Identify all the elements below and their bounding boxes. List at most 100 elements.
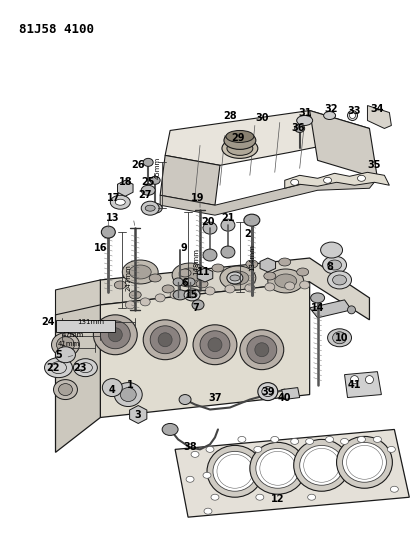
Text: 12: 12 — [271, 494, 285, 504]
Text: 25: 25 — [141, 177, 155, 187]
Ellipse shape — [221, 219, 235, 231]
Ellipse shape — [256, 448, 300, 488]
Ellipse shape — [45, 358, 72, 377]
Ellipse shape — [173, 290, 187, 300]
Ellipse shape — [220, 266, 256, 290]
Ellipse shape — [311, 293, 325, 303]
Text: 22: 22 — [46, 362, 59, 373]
Ellipse shape — [52, 333, 79, 357]
Ellipse shape — [240, 330, 284, 370]
Polygon shape — [55, 280, 100, 453]
Ellipse shape — [206, 447, 214, 453]
Ellipse shape — [337, 437, 392, 488]
Ellipse shape — [255, 343, 269, 357]
Ellipse shape — [227, 141, 253, 156]
Ellipse shape — [179, 268, 201, 282]
Ellipse shape — [196, 280, 208, 288]
Ellipse shape — [114, 383, 142, 407]
Text: 36: 36 — [291, 124, 304, 133]
Ellipse shape — [203, 222, 217, 234]
Ellipse shape — [300, 446, 344, 485]
Ellipse shape — [186, 477, 194, 482]
Text: 81J58 4100: 81J58 4100 — [19, 23, 94, 36]
Ellipse shape — [204, 508, 212, 514]
Text: 131mm: 131mm — [77, 319, 104, 325]
Text: 9: 9 — [181, 243, 188, 253]
Text: 27: 27 — [138, 190, 152, 200]
Text: 18: 18 — [119, 177, 132, 187]
Ellipse shape — [265, 283, 275, 291]
Ellipse shape — [324, 177, 332, 183]
Ellipse shape — [179, 394, 191, 405]
Ellipse shape — [254, 447, 262, 453]
Text: 16: 16 — [94, 243, 107, 253]
Ellipse shape — [193, 325, 237, 365]
Ellipse shape — [271, 437, 279, 442]
Ellipse shape — [110, 195, 130, 209]
Ellipse shape — [279, 258, 291, 266]
Ellipse shape — [200, 331, 230, 359]
Ellipse shape — [358, 437, 366, 442]
Text: 28: 28 — [223, 110, 237, 120]
Ellipse shape — [275, 274, 297, 288]
Text: 148mm: 148mm — [193, 248, 199, 276]
Ellipse shape — [203, 472, 211, 478]
Ellipse shape — [150, 326, 180, 354]
Ellipse shape — [192, 300, 204, 310]
Polygon shape — [100, 282, 310, 417]
Text: 134mm: 134mm — [249, 245, 255, 271]
Ellipse shape — [342, 442, 387, 482]
Ellipse shape — [347, 110, 358, 120]
Polygon shape — [55, 320, 115, 332]
Ellipse shape — [225, 285, 235, 293]
Ellipse shape — [120, 387, 136, 401]
Ellipse shape — [203, 249, 217, 261]
Polygon shape — [197, 268, 213, 282]
Polygon shape — [160, 179, 377, 215]
Ellipse shape — [295, 125, 305, 133]
Ellipse shape — [245, 284, 255, 292]
Ellipse shape — [258, 383, 278, 400]
Ellipse shape — [358, 175, 366, 181]
Text: 7: 7 — [192, 303, 199, 313]
Ellipse shape — [297, 268, 309, 276]
Ellipse shape — [150, 176, 160, 184]
Text: 4: 4 — [109, 385, 116, 394]
Ellipse shape — [347, 306, 356, 314]
Ellipse shape — [222, 139, 258, 158]
Ellipse shape — [108, 328, 122, 342]
Ellipse shape — [230, 276, 242, 284]
Ellipse shape — [306, 439, 313, 445]
Ellipse shape — [179, 269, 191, 277]
Ellipse shape — [366, 376, 373, 384]
Text: 19: 19 — [191, 193, 205, 203]
Ellipse shape — [227, 271, 249, 285]
Ellipse shape — [226, 131, 254, 142]
Ellipse shape — [102, 378, 122, 397]
Text: 2: 2 — [244, 229, 251, 239]
Text: 45mm: 45mm — [155, 157, 161, 180]
Text: 38: 38 — [183, 442, 197, 453]
Polygon shape — [100, 258, 370, 320]
Ellipse shape — [208, 338, 222, 352]
Ellipse shape — [211, 494, 219, 500]
Ellipse shape — [93, 315, 137, 354]
Text: 17: 17 — [107, 193, 120, 203]
Text: 26: 26 — [131, 160, 145, 171]
Ellipse shape — [205, 287, 215, 295]
Ellipse shape — [185, 278, 195, 286]
Ellipse shape — [115, 199, 125, 205]
Ellipse shape — [55, 347, 76, 362]
Polygon shape — [130, 406, 147, 424]
Ellipse shape — [122, 260, 158, 284]
Ellipse shape — [54, 379, 77, 400]
Ellipse shape — [332, 275, 347, 285]
Ellipse shape — [162, 285, 174, 293]
Ellipse shape — [328, 329, 351, 347]
Ellipse shape — [264, 272, 276, 280]
Polygon shape — [310, 300, 351, 318]
Text: 29: 29 — [231, 133, 244, 143]
Text: 39: 39 — [261, 386, 275, 397]
Ellipse shape — [148, 203, 162, 213]
Ellipse shape — [300, 281, 310, 289]
